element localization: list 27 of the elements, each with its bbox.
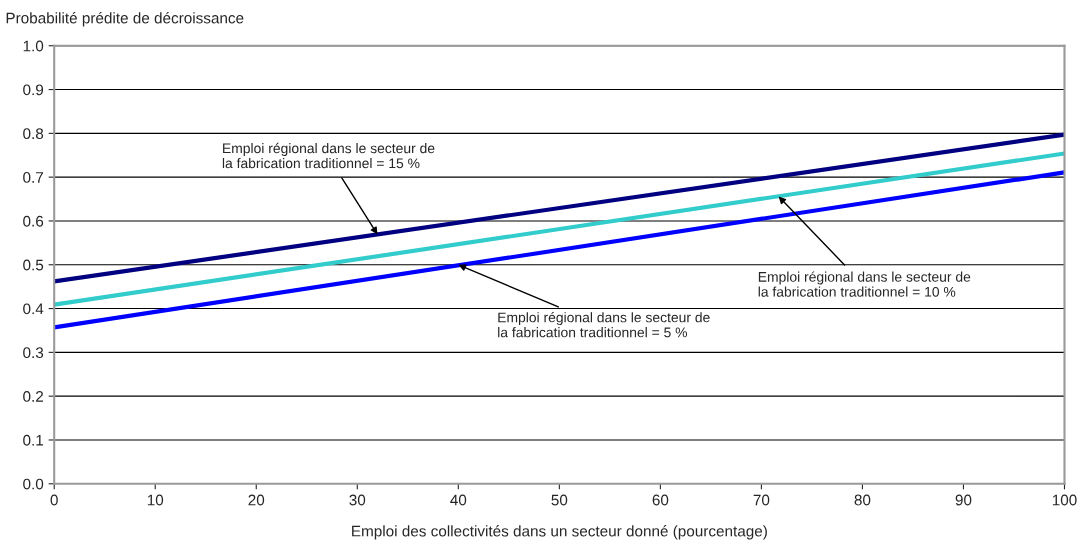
x-tick-label: 100 — [1052, 494, 1077, 506]
y-tick-label: 0.8 — [23, 128, 44, 140]
x-tick-label: 90 — [955, 494, 972, 506]
annotation: Emploi régional dans le secteur de la fabrication traditionnel = 5 % — [498, 311, 710, 338]
x-tick-label: 80 — [854, 494, 871, 506]
x-tick-label: 50 — [551, 494, 568, 506]
x-tick-label: 0 — [50, 494, 58, 506]
y-tick-label: 0.3 — [23, 347, 44, 359]
y-tick-label: 0.7 — [23, 172, 44, 183]
y-tick-label: 0.4 — [23, 303, 44, 315]
y-tick-label: 0.9 — [23, 84, 44, 96]
annotation: Emploi régional dans le secteur de la fabrication traditionnel = 10 % — [758, 271, 971, 297]
x-tick-label: 10 — [147, 494, 164, 506]
y-tick-label: 0.5 — [23, 259, 44, 271]
x-tick-label: 40 — [450, 494, 467, 506]
y-tick-label: 1.0 — [23, 40, 44, 52]
y-tick-label: 0.2 — [23, 391, 44, 402]
y-tick-label: 0.6 — [23, 215, 44, 227]
y-tick-label: 0.1 — [23, 434, 44, 446]
annotation: Emploi régional dans le secteur de la fabrication traditionnel = 15 % — [222, 142, 435, 169]
x-tick-label: 70 — [753, 494, 770, 506]
x-tick-label: 30 — [349, 494, 366, 506]
x-tick-label: 20 — [248, 494, 265, 506]
y-axis-title: Probabilité prédite de décroissance — [6, 12, 244, 27]
x-tick-label: 60 — [652, 494, 669, 506]
x-axis-title: Emploi des collectivités dans un secteur donné (pourcentage) — [352, 525, 767, 540]
y-tick-label: 0.0 — [23, 478, 44, 490]
